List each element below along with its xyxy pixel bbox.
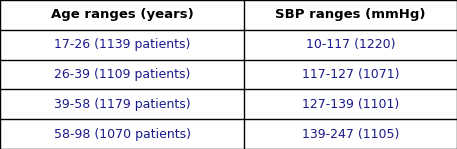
Text: 26-39 (1109 patients): 26-39 (1109 patients) [54,68,191,81]
Text: 10-117 (1220): 10-117 (1220) [306,38,395,51]
Text: 139-247 (1105): 139-247 (1105) [302,128,399,141]
Text: 17-26 (1139 patients): 17-26 (1139 patients) [54,38,191,51]
Text: 127-139 (1101): 127-139 (1101) [302,98,399,111]
Text: 39-58 (1179 patients): 39-58 (1179 patients) [54,98,191,111]
Text: Age ranges (years): Age ranges (years) [51,8,194,21]
Text: 117-127 (1071): 117-127 (1071) [302,68,399,81]
Text: 58-98 (1070 patients): 58-98 (1070 patients) [54,128,191,141]
Text: SBP ranges (mmHg): SBP ranges (mmHg) [276,8,426,21]
